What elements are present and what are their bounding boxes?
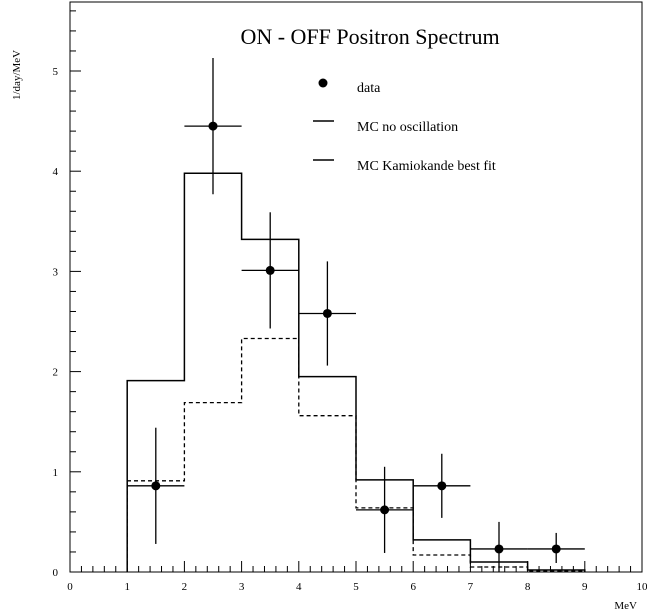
legend-label-no-oscillation: MC no oscillation bbox=[357, 120, 458, 135]
x-tick-label: 0 bbox=[67, 581, 73, 593]
y-tick-label: 2 bbox=[53, 367, 59, 379]
data-point bbox=[380, 505, 390, 515]
x-tick-label: 1 bbox=[124, 581, 130, 593]
x-tick-label: 4 bbox=[296, 581, 302, 593]
x-tick-label: 2 bbox=[182, 581, 188, 593]
y-tick-label: 1 bbox=[53, 467, 59, 479]
y-tick-label: 3 bbox=[53, 266, 59, 278]
legend-marker-data bbox=[318, 78, 328, 88]
data-point bbox=[494, 544, 504, 554]
series-layer bbox=[126, 57, 586, 572]
y-tick-label: 4 bbox=[53, 166, 59, 178]
y-axis-label: 1/day/MeV bbox=[11, 50, 23, 100]
x-tick-label: 8 bbox=[525, 581, 531, 593]
histogram-mc-kamiokande-best-fit bbox=[126, 337, 586, 572]
y-tick-label: 0 bbox=[53, 567, 59, 579]
x-tick-label: 9 bbox=[582, 581, 588, 593]
data-point bbox=[151, 481, 161, 491]
x-tick-label: 3 bbox=[239, 581, 245, 593]
data-point bbox=[208, 121, 218, 131]
x-axis-label: MeV bbox=[614, 600, 637, 612]
x-tick-label: 5 bbox=[353, 581, 359, 593]
data-point bbox=[322, 308, 332, 318]
legend-label-kamiokande: MC Kamiokande best fit bbox=[357, 159, 496, 174]
x-tick-label: 7 bbox=[468, 581, 474, 593]
chart-title: ON - OFF Positron Spectrum bbox=[240, 24, 499, 49]
legend-label-data: data bbox=[357, 81, 381, 96]
histogram-mc-no-oscillation bbox=[126, 172, 586, 572]
x-tick-label: 10 bbox=[637, 581, 647, 593]
x-tick-label: 6 bbox=[410, 581, 416, 593]
data-point bbox=[265, 265, 275, 275]
axes: 0 1 2 3 4 5 6 7 8 9 10 0 1 2 3 4 5 bbox=[53, 10, 647, 593]
data-point bbox=[551, 544, 561, 554]
legend: data MC no oscillation MC Kamiokande bes… bbox=[313, 78, 496, 174]
y-tick-label: 5 bbox=[53, 66, 59, 78]
data-point bbox=[437, 481, 447, 491]
